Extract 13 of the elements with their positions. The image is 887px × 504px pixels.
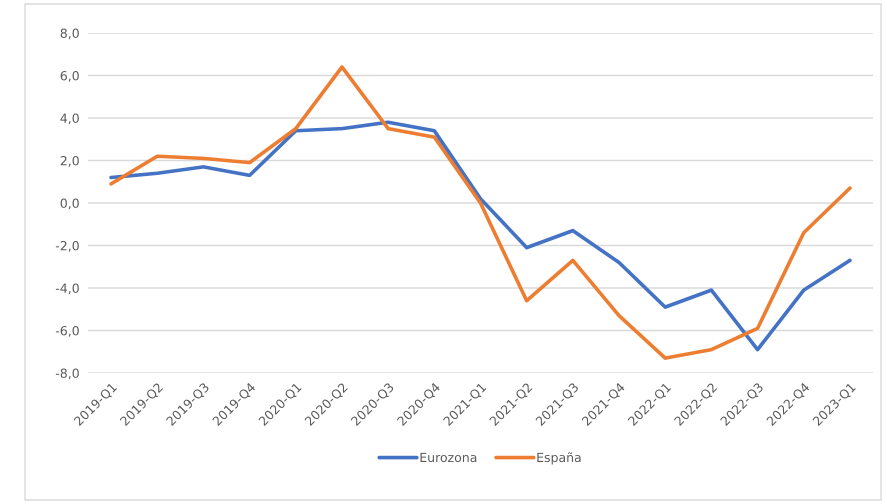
y-tick-label: -6,0	[56, 326, 79, 337]
y-tick-label: -2,0	[56, 240, 79, 252]
line-series	[109, 65, 852, 360]
y-tick-label: 0,0	[60, 198, 79, 210]
legend-label: Eurozona	[420, 452, 476, 462]
y-tick-label: 2,0	[60, 156, 79, 167]
y-tick-label: -4,0	[56, 283, 79, 294]
y-tick-label: 4,0	[60, 113, 79, 124]
legend-label: España	[537, 452, 581, 465]
line-series	[109, 120, 852, 352]
y-tick-label: 8,0	[60, 28, 79, 40]
y-tick-label: -8,0	[56, 368, 79, 380]
y-tick-label: 6,0	[60, 70, 79, 82]
